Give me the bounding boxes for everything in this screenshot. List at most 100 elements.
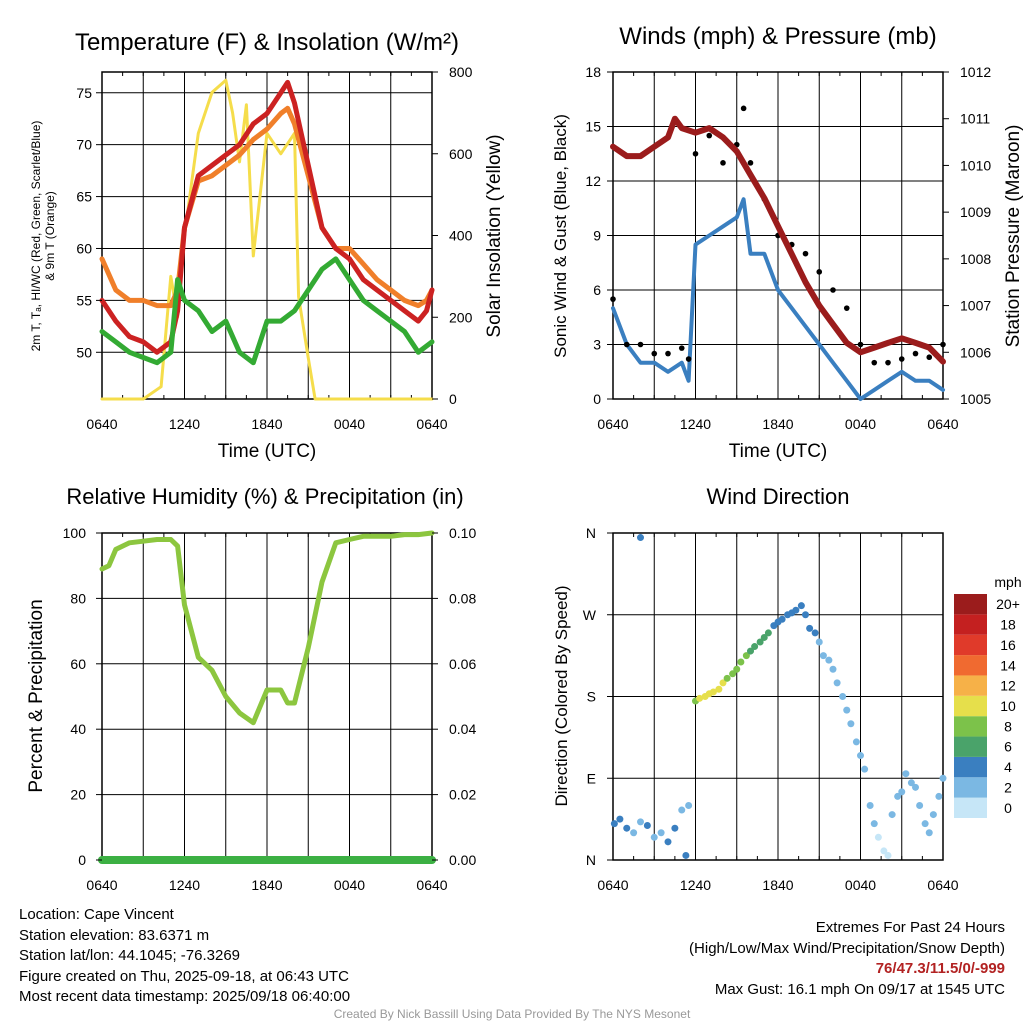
direction-point	[657, 829, 665, 837]
legend-label: 2	[1004, 779, 1012, 795]
direction-point	[811, 629, 819, 637]
gust-point	[912, 350, 919, 357]
direction-point	[929, 811, 937, 819]
y-tick-label: 6	[593, 282, 601, 298]
x-tick-label: 0640	[86, 877, 117, 893]
insolation-line	[100, 78, 434, 401]
recent-data-text: Most recent data timestamp: 2025/09/18 0…	[19, 988, 351, 1005]
gust-point	[940, 341, 946, 348]
direction-point	[671, 824, 679, 832]
y2-tick-label: 800	[449, 64, 473, 80]
y-tick-label: N	[586, 525, 596, 541]
panel-title: Relative Humidity (%) & Precipitation (i…	[66, 484, 463, 509]
gust-point	[685, 356, 692, 362]
direction-point	[825, 656, 833, 664]
y-axis-title-line1: 2m T, Tₐ, HI/WC (Red, Green, Scarlet/Blu…	[29, 121, 43, 352]
humidity-line	[99, 530, 435, 726]
direction-point	[815, 638, 823, 646]
gust-point	[898, 356, 905, 362]
direction-point	[715, 685, 723, 693]
temp-9m-line	[99, 105, 435, 309]
extremes-info: Extremes For Past 24 Hours (High/Low/Max…	[689, 918, 1005, 1000]
gust-point	[747, 160, 754, 166]
direction-point	[630, 829, 638, 837]
gust-point	[816, 269, 823, 275]
direction-point	[637, 534, 644, 542]
direction-point	[888, 811, 896, 819]
y2-tick-label: 1008	[960, 251, 991, 267]
gust-point	[678, 345, 685, 351]
x-tick-label: 1240	[680, 416, 711, 432]
direction-point	[685, 802, 693, 809]
pressure-line	[610, 115, 946, 365]
panel-title: Temperature (F) & Insolation (W/m²)	[75, 29, 459, 56]
direction-point	[678, 806, 686, 814]
direction-point	[742, 652, 750, 660]
direction-point	[921, 820, 929, 828]
x-tick-label: 0640	[86, 416, 117, 432]
direction-point	[616, 815, 624, 823]
elevation-text: Station elevation: 83.6371 m	[19, 926, 210, 944]
x-tick-label: 0640	[597, 416, 628, 432]
y2-tick-label: 1012	[960, 64, 991, 80]
direction-point	[912, 783, 919, 791]
gust-point	[651, 350, 658, 357]
direction-point	[902, 770, 910, 778]
direction-point	[833, 679, 841, 687]
legend-label: 20+	[996, 596, 1020, 612]
direction-point	[650, 833, 658, 841]
gust-point	[857, 341, 864, 348]
y-tick-label: N	[586, 852, 596, 868]
gust-point	[623, 341, 630, 348]
latlon-text: Station lat/lon: 44.1045; -76.3269	[19, 947, 241, 964]
direction-point	[623, 824, 631, 832]
legend-label: 14	[1000, 657, 1016, 673]
gust-point	[926, 354, 933, 361]
y2-tick-label: 0.00	[449, 852, 476, 868]
y-tick-label: 15	[585, 119, 601, 135]
gust-point	[871, 359, 878, 366]
x-tick-label: 0640	[597, 877, 628, 893]
gust-point	[665, 350, 671, 357]
legend-swatch	[954, 777, 987, 798]
direction-point	[874, 833, 882, 841]
y-axis-title: Direction (Colored By Speed)	[552, 585, 571, 806]
x-tick-label: 0640	[416, 877, 447, 893]
legend-label: 16	[1000, 637, 1016, 653]
direction-point	[802, 611, 809, 619]
speed-color-legend: mph 0 2 4 6 8 10 12 14 16 18 20+	[954, 574, 1022, 818]
legend-title: mph	[994, 574, 1021, 590]
y-tick-label: 75	[76, 85, 92, 101]
legend-swatch	[954, 695, 987, 717]
x-tick-label: 1240	[169, 877, 200, 893]
legend-label: 12	[1000, 678, 1016, 694]
gust-point	[720, 160, 726, 166]
direction-point	[760, 633, 768, 641]
legend-swatch	[954, 716, 987, 737]
y2-tick-label: 0.06	[449, 656, 476, 672]
direction-point	[819, 652, 827, 660]
x-tick-label: 1840	[251, 877, 282, 893]
legend-label: 8	[1004, 718, 1012, 734]
direction-point	[751, 643, 759, 651]
sustained-wind-line	[611, 197, 945, 401]
y2-tick-label: 1010	[960, 157, 991, 173]
direction-point	[733, 665, 741, 673]
legend-label: 4	[1004, 759, 1012, 775]
y2-tick-label: 1007	[960, 298, 991, 314]
temp-2m-line	[99, 79, 435, 355]
gust-point	[740, 105, 747, 112]
x-tick-label: 0640	[416, 416, 447, 432]
direction-point	[806, 624, 814, 632]
y-axis-title: Percent & Precipitation	[26, 599, 47, 792]
gust-point	[692, 150, 699, 157]
direction-point	[719, 679, 727, 687]
legend-swatch	[954, 797, 987, 818]
legend-swatch	[954, 756, 987, 778]
direction-point	[729, 670, 737, 678]
direction-point	[907, 779, 915, 787]
legend-label: 10	[1000, 698, 1016, 714]
x-axis-title: Time (UTC)	[729, 441, 828, 462]
panel-title: Winds (mph) & Pressure (mb)	[619, 23, 936, 50]
